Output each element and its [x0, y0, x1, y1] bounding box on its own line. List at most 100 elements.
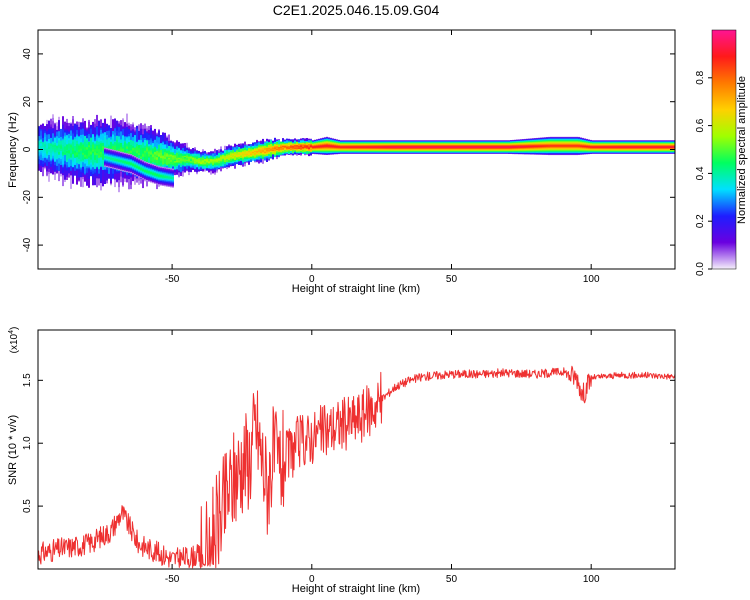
- heatmap-cell: [198, 158, 200, 161]
- heatmap-cell: [396, 146, 398, 148]
- heatmap-cell: [298, 147, 300, 149]
- heatmap-cell: [194, 159, 196, 161]
- heatmap-cell: [62, 152, 64, 154]
- heatmap-cell: [242, 154, 244, 158]
- heatmap-cell: [196, 160, 198, 162]
- heatmap-cell: [46, 148, 48, 153]
- heatmap-cell: [290, 146, 292, 148]
- heatmap-cell: [384, 146, 386, 148]
- heatmap-cell: [58, 144, 60, 148]
- heatmap-cell: [232, 153, 234, 155]
- heatmap-cell: [426, 146, 428, 148]
- heatmap-cell: [444, 146, 446, 148]
- heatmap-cell: [354, 146, 356, 148]
- heatmap-cell: [114, 158, 116, 161]
- heatmap-cell: [250, 154, 252, 155]
- heatmap-cell: [130, 162, 132, 165]
- heatmap-cell: [152, 155, 154, 157]
- heatmap-cell: [338, 146, 340, 148]
- heatmap-cell: [146, 170, 148, 173]
- heatmap-cell: [96, 149, 98, 163]
- heatmap-cell: [112, 145, 114, 151]
- heatmap-cell: [250, 152, 252, 154]
- heatmap-cell: [406, 146, 408, 148]
- heatmap-cell: [368, 146, 370, 148]
- heatmap-cell: [374, 146, 376, 148]
- heatmap-cell: [156, 173, 158, 177]
- heatmap-cell: [42, 142, 44, 145]
- heatmap-cell: [200, 158, 202, 162]
- heatmap-cell: [234, 155, 236, 160]
- heatmap-cell: [102, 153, 104, 160]
- heatmap-cell: [86, 149, 88, 156]
- heatmap-cell: [220, 157, 222, 160]
- heatmap-cell: [140, 156, 142, 159]
- heatmap-cell: [226, 157, 228, 159]
- heatmap-cell: [204, 159, 206, 163]
- heatmap-cell: [104, 155, 106, 159]
- heatmap-cell: [192, 158, 194, 159]
- heatmap-cell: [158, 174, 160, 177]
- heatmap-cell: [244, 155, 246, 157]
- heatmap-cell: [116, 159, 118, 162]
- heatmap-cell: [130, 145, 132, 152]
- heatmap-cell: [170, 159, 172, 162]
- heatmap-cell: [44, 146, 46, 151]
- heatmap-cell: [346, 146, 348, 148]
- heatmap-cell: [168, 176, 170, 179]
- heatmap-cell: [154, 173, 156, 176]
- heatmap-cell: [138, 166, 140, 169]
- heatmap-cell: [68, 143, 70, 149]
- heatmap-cell: [344, 146, 346, 148]
- heatmap-cell: [342, 146, 344, 148]
- heatmap-cell: [174, 161, 176, 163]
- heatmap-cell: [70, 145, 72, 148]
- heatmap-cell: [224, 157, 226, 162]
- heatmap-cell: [124, 142, 126, 153]
- heatmap-cell: [82, 150, 84, 161]
- heatmap-cell: [230, 153, 232, 156]
- heatmap-cell: [258, 150, 260, 153]
- heatmap-cell: [168, 155, 170, 160]
- heatmap-cell: [238, 152, 240, 155]
- heatmap-cell: [74, 153, 76, 156]
- heatmap-cell: [186, 159, 188, 161]
- heatmap-cell: [88, 150, 90, 157]
- heatmap-cell: [294, 146, 296, 149]
- heatmap-cell: [158, 154, 160, 157]
- heatmap-cell: [190, 161, 192, 163]
- heatmap-cell: [420, 146, 422, 148]
- heatmap-cell: [408, 146, 410, 148]
- heatmap-cell: [300, 145, 302, 147]
- heatmap-cell: [204, 162, 206, 164]
- heatmap-cell: [92, 149, 94, 152]
- heatmap-cell: [386, 146, 388, 148]
- heatmap-cell: [402, 146, 404, 148]
- heatmap-cell: [310, 146, 312, 148]
- heatmap-cell: [248, 151, 250, 153]
- heatmap-cell: [280, 147, 282, 150]
- heatmap-cell: [266, 150, 268, 153]
- heatmap-cell: [272, 146, 274, 149]
- heatmap-cell: [194, 161, 196, 164]
- heatmap-cell: [176, 157, 178, 162]
- heatmap-cell: [308, 146, 310, 148]
- heatmap-cell: [226, 155, 228, 158]
- heatmap-cell: [80, 146, 82, 150]
- heatmap-cell: [180, 159, 182, 161]
- heatmap-cell: [216, 159, 218, 162]
- heatmap-cell: [122, 160, 124, 163]
- heatmap-cell: [364, 146, 366, 148]
- heatmap-cell: [158, 156, 160, 165]
- heatmap-cell: [150, 152, 152, 155]
- heatmap-cell: [206, 160, 208, 163]
- heatmap-cell: [202, 160, 204, 163]
- heatmap-cell: [274, 148, 276, 149]
- heatmap-cell: [148, 151, 150, 154]
- heatmap-cell: [416, 146, 418, 148]
- heatmap-cell: [188, 156, 190, 159]
- heatmap-cell: [436, 146, 438, 148]
- heatmap-cell: [134, 164, 136, 167]
- heatmap-cell: [168, 157, 170, 160]
- heatmap-cell: [48, 146, 50, 152]
